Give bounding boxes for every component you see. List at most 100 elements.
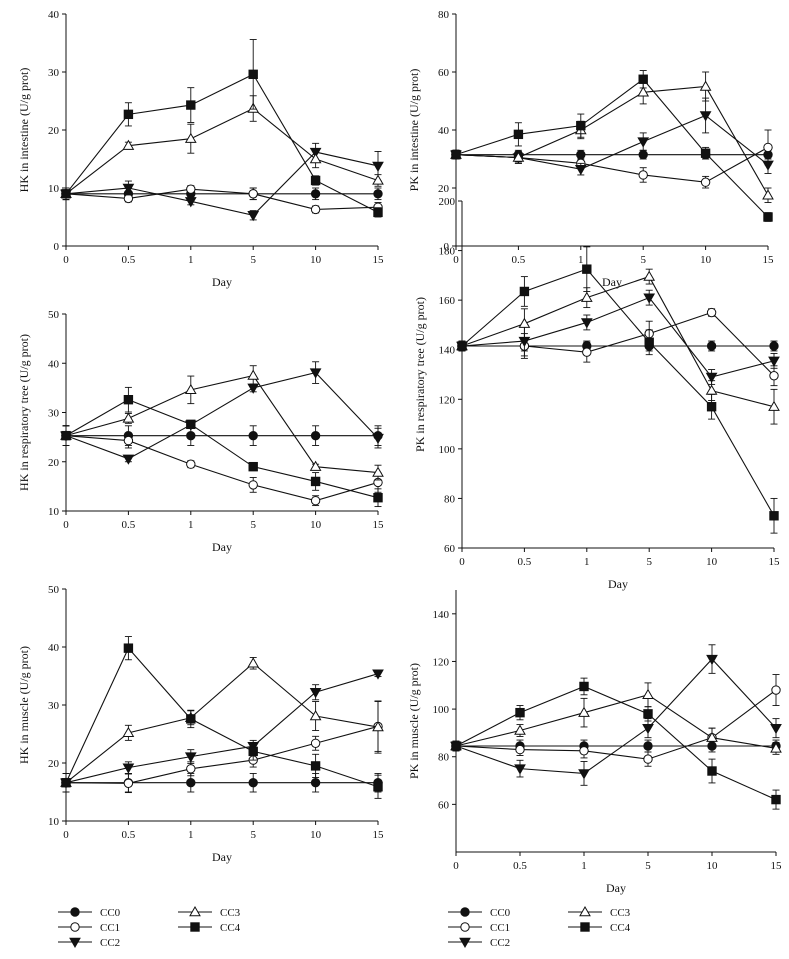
data-point-cc4 bbox=[186, 714, 196, 724]
series-cc2 bbox=[450, 97, 774, 176]
data-point-cc2 bbox=[247, 211, 260, 222]
series-line-cc1 bbox=[462, 311, 775, 377]
x-tick-label: 0 bbox=[453, 860, 459, 872]
y-tick-label: 30 bbox=[48, 700, 60, 712]
y-tick-label: 10 bbox=[48, 183, 60, 195]
data-point-cc3 bbox=[518, 317, 531, 328]
x-tick-label: 5 bbox=[640, 254, 646, 266]
x-tick-label: 0.5 bbox=[122, 829, 136, 841]
data-point-cc4 bbox=[61, 189, 71, 199]
series-cc1 bbox=[451, 129, 773, 189]
series-line-cc3 bbox=[455, 85, 769, 196]
data-point-cc3 bbox=[512, 151, 525, 162]
data-point-cc1 bbox=[186, 764, 196, 774]
data-point-cc1 bbox=[579, 746, 589, 756]
legend-label: CC2 bbox=[490, 937, 510, 949]
legend-label: CC0 bbox=[100, 907, 121, 919]
data-point-cc2 bbox=[770, 723, 782, 735]
data-point-cc3 bbox=[372, 721, 384, 732]
data-point-cc1 bbox=[515, 744, 525, 755]
x-tick-label: 15 bbox=[373, 519, 385, 531]
data-point-cc1 bbox=[771, 685, 781, 695]
data-point-cc4 bbox=[513, 129, 524, 140]
data-point-cc4 bbox=[248, 461, 258, 472]
x-axis-label: Day bbox=[212, 540, 232, 554]
data-point-cc4 bbox=[451, 149, 461, 160]
y-tick-label: 40 bbox=[438, 125, 450, 137]
data-point-cc0 bbox=[310, 430, 321, 441]
data-point-cc2 bbox=[309, 688, 322, 699]
data-point-cc0 bbox=[643, 741, 653, 751]
series-line-cc2 bbox=[455, 658, 777, 774]
data-point-cc2 bbox=[309, 368, 322, 379]
data-point-cc4 bbox=[638, 74, 648, 84]
legend-left: CC0 CC1 CC2 CC3 CC4 bbox=[58, 905, 241, 949]
series-cc2 bbox=[60, 361, 384, 465]
data-point-cc1 bbox=[123, 435, 134, 446]
x-tick-label: 1 bbox=[581, 860, 587, 872]
data-point-cc2 bbox=[184, 197, 197, 208]
x-tick-label: 0.5 bbox=[513, 860, 527, 872]
legend-label: CC1 bbox=[100, 922, 120, 934]
x-tick-label: 0 bbox=[459, 556, 465, 568]
x-tick-label: 1 bbox=[188, 254, 194, 266]
data-point-cc4 bbox=[451, 741, 461, 751]
legend-right: CC0 CC1 CC2 CC3 CC4 bbox=[448, 905, 631, 949]
data-point-cc4 bbox=[763, 212, 773, 222]
data-point-cc1 bbox=[123, 778, 134, 788]
y-tick-label: 0 bbox=[54, 241, 60, 253]
y-tick-label: 40 bbox=[48, 642, 60, 654]
x-tick-label: 10 bbox=[707, 860, 719, 872]
data-point-cc3 bbox=[122, 726, 135, 738]
legend-item-cc2: CC2 bbox=[448, 937, 510, 949]
data-point-cc4 bbox=[248, 746, 258, 757]
data-point-cc4 bbox=[373, 782, 383, 792]
data-point-cc3 bbox=[122, 139, 135, 150]
y-tick-label: 10 bbox=[48, 506, 60, 518]
data-point-cc0 bbox=[706, 341, 717, 351]
legend-item-cc3: CC3 bbox=[568, 905, 631, 919]
data-point-cc3 bbox=[642, 688, 654, 699]
data-point-cc4 bbox=[644, 337, 654, 347]
data-point-cc4 bbox=[123, 643, 134, 653]
x-axis-label: Day bbox=[602, 275, 622, 289]
data-point-cc3 bbox=[309, 710, 322, 721]
x-tick-label: 15 bbox=[763, 254, 775, 266]
legend-item-cc0: CC0 bbox=[448, 907, 511, 919]
y-tick-label: 160 bbox=[439, 295, 456, 307]
data-point-cc4 bbox=[248, 69, 258, 80]
data-point-cc2 bbox=[122, 454, 135, 465]
data-point-cc1 bbox=[582, 347, 592, 357]
x-tick-label: 0 bbox=[63, 519, 69, 531]
series-cc2 bbox=[450, 644, 782, 786]
data-point-cc0 bbox=[373, 189, 383, 199]
x-tick-label: 5 bbox=[250, 519, 256, 531]
data-point-cc4 bbox=[186, 100, 196, 110]
x-tick-label: 10 bbox=[706, 556, 718, 568]
y-tick-label: 60 bbox=[444, 543, 456, 555]
data-point-cc4 bbox=[310, 175, 321, 186]
data-point-cc4 bbox=[457, 341, 467, 351]
data-point-cc3 bbox=[247, 657, 260, 668]
data-point-cc2 bbox=[372, 161, 384, 172]
series-line-cc2 bbox=[65, 371, 379, 460]
legend-item-cc1: CC1 bbox=[58, 922, 120, 934]
legend-marker bbox=[460, 922, 470, 932]
y-tick-label: 20 bbox=[48, 125, 60, 137]
data-point-cc3 bbox=[705, 384, 718, 395]
series-line-cc2 bbox=[455, 114, 769, 170]
data-point-cc4 bbox=[519, 286, 530, 297]
data-point-cc3 bbox=[580, 291, 593, 302]
x-tick-label: 10 bbox=[700, 254, 712, 266]
data-point-cc3 bbox=[122, 412, 135, 423]
y-tick-label: 80 bbox=[438, 752, 450, 764]
y-tick-label: 30 bbox=[48, 67, 60, 79]
series-line-cc1 bbox=[455, 146, 769, 183]
data-point-cc2 bbox=[184, 752, 197, 763]
series-cc4 bbox=[457, 246, 779, 534]
data-point-cc2 bbox=[699, 111, 712, 122]
series-cc1 bbox=[61, 425, 383, 507]
x-tick-label: 10 bbox=[310, 829, 322, 841]
